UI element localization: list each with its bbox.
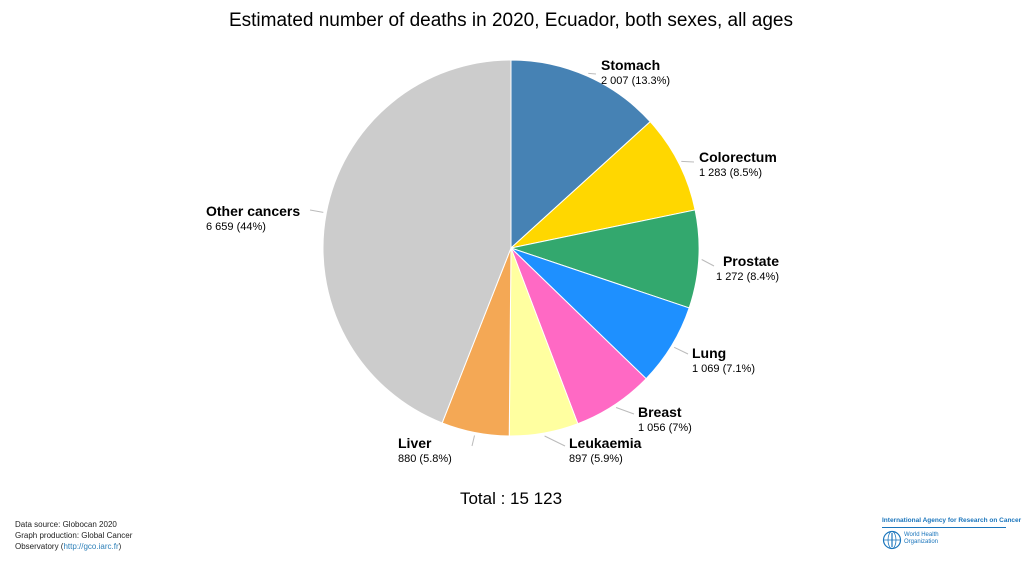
slice-label-lung: Lung — [692, 345, 726, 361]
total-label: Total : 15 123 — [459, 489, 563, 508]
slice-label-leukaemia: Leukaemia — [569, 435, 642, 451]
slice-value-stomach: 2 007 (13.3%) — [601, 75, 670, 87]
slice-value-leukaemia: 897 (5.9%) — [569, 453, 623, 465]
slice-value-other-cancers: 6 659 (44%) — [206, 221, 266, 233]
pie-slice-stomach — [510, 59, 651, 250]
gco-link[interactable]: http://gco.iarc.fr — [63, 542, 119, 551]
pie-slice-prostate — [509, 209, 700, 309]
slice-value-breast: 1 056 (7%) — [638, 422, 692, 434]
slice-label-colorectum: Colorectum — [699, 149, 777, 165]
slice-label-other-cancers: Other cancers — [206, 203, 300, 219]
iarc-who-logo: International Agency for Research on Can… — [882, 517, 1021, 553]
slice-label-breast: Breast — [638, 404, 682, 420]
iarc-logo-text: International Agency for Research on Can… — [882, 517, 1022, 524]
leader-line-leukaemia — [544, 435, 566, 447]
leader-line-breast — [615, 407, 635, 415]
observatory-text: Observatory (http://gco.iarc.fr) — [15, 542, 122, 551]
slice-value-liver: 880 (5.8%) — [398, 453, 452, 465]
who-emblem-icon — [882, 530, 902, 550]
logo-divider — [882, 527, 1006, 528]
leader-line-prostate — [701, 259, 715, 267]
footer-credits: Data source: Globocan 2020 Graph product… — [15, 519, 155, 552]
slice-value-lung: 1 069 (7.1%) — [692, 363, 755, 375]
who-logo-text: World Health Organization — [904, 532, 939, 545]
graph-production-text: Graph production: Global Cancer — [15, 531, 133, 540]
leader-line-stomach — [588, 72, 597, 75]
pie-slice-other-cancers — [322, 59, 512, 424]
slice-label-prostate: Prostate — [723, 253, 779, 269]
leader-line-other-cancers — [309, 209, 324, 213]
slice-value-colorectum: 1 283 (8.5%) — [699, 167, 762, 179]
slice-label-liver: Liver — [398, 435, 432, 451]
leader-line-liver — [471, 435, 475, 447]
slice-label-stomach: Stomach — [601, 57, 660, 73]
chart-title: Estimated number of deaths in 2020, Ecua… — [228, 10, 794, 31]
leader-line-lung — [673, 346, 689, 355]
slice-value-prostate: 1 272 (8.4%) — [716, 271, 779, 283]
leader-line-colorectum — [681, 160, 695, 163]
pie-slice-colorectum — [509, 120, 696, 249]
data-source-text: Data source: Globocan 2020 — [15, 520, 117, 529]
